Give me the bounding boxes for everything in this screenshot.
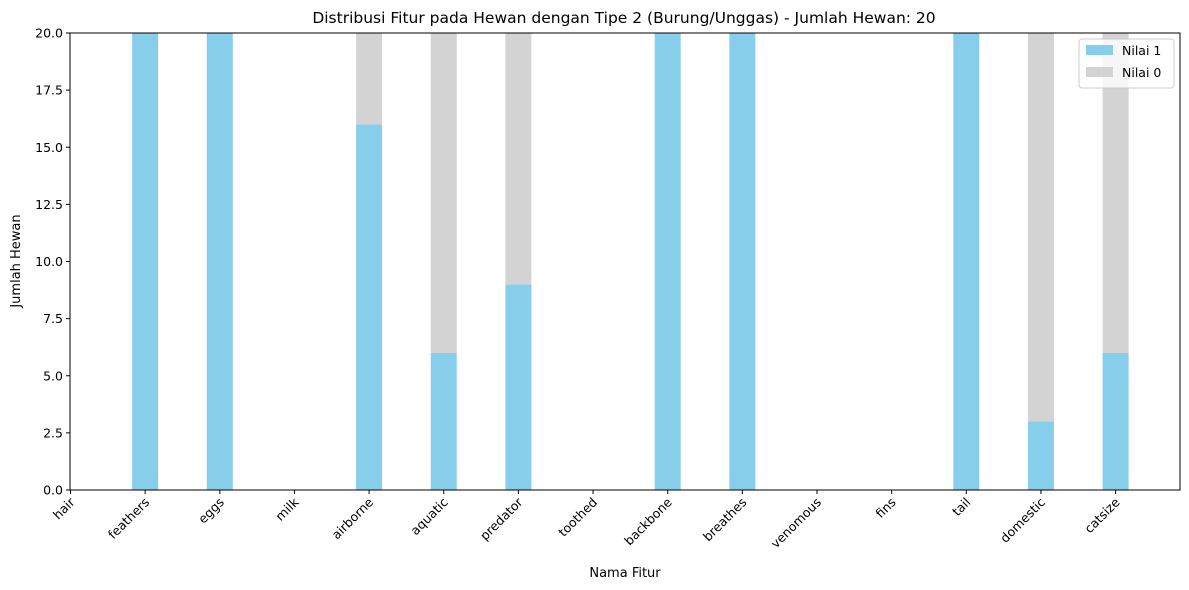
bars-group xyxy=(132,33,1129,491)
x-axis-ticks: hair feathers eggs milk airborne aquatic preda… xyxy=(50,490,1123,551)
y-tick-label: 10.0 xyxy=(35,254,63,269)
bar-nilai-1-catsize xyxy=(1102,352,1129,490)
y-axis-ticks: 0.0 2.5 5.0 7.5 10.0 12.5 15.0 17.5 20.0 xyxy=(35,26,70,498)
x-tick-label-hair: hair xyxy=(50,494,78,522)
x-tick-label-backbone: backbone xyxy=(621,494,675,548)
x-tick-label-milk: milk xyxy=(272,494,302,524)
bar-nilai-1-domestic xyxy=(1027,421,1054,490)
y-tick-label: 15.0 xyxy=(35,140,63,155)
legend: Nilai 1 Nilai 0 xyxy=(1078,38,1175,89)
legend-swatch-nilai-1 xyxy=(1086,45,1113,55)
y-axis-label: Jumlah Hewan xyxy=(9,214,24,308)
bar-nilai-1-predator xyxy=(505,284,532,490)
x-tick-label-airborne: airborne xyxy=(329,494,377,542)
x-tick-label-venomous: venomous xyxy=(768,495,825,552)
bar-nilai-1-tail xyxy=(953,33,980,490)
x-tick-label-breathes: breathes xyxy=(700,495,750,545)
bar-nilai-0-aquatic xyxy=(430,33,457,353)
y-tick-label: 2.5 xyxy=(43,425,63,440)
bar-nilai-1-feathers xyxy=(132,33,159,490)
bar-nilai-1-airborne xyxy=(356,124,383,491)
x-axis-label: Nama Fitur xyxy=(589,566,661,581)
x-tick-label-domestic: domestic xyxy=(997,494,1048,545)
bar-nilai-1-backbone xyxy=(654,33,681,490)
legend-swatch-nilai-0 xyxy=(1086,67,1113,77)
x-tick-label-aquatic: aquatic xyxy=(407,494,451,538)
y-tick-label: 7.5 xyxy=(43,311,63,326)
chart-title: Distribusi Fitur pada Hewan dengan Tipe … xyxy=(312,9,935,27)
plot-frame xyxy=(69,32,1181,491)
bar-nilai-0-domestic xyxy=(1027,33,1054,422)
bar-nilai-1-eggs xyxy=(206,33,233,490)
x-tick-label-catsize: catsize xyxy=(1081,494,1123,536)
x-tick-label-predator: predator xyxy=(477,494,526,543)
bar-nilai-1-aquatic xyxy=(430,352,457,490)
y-tick-label: 20.0 xyxy=(35,26,63,41)
x-tick-label-feathers: feathers xyxy=(105,495,152,542)
x-tick-label-fins: fins xyxy=(872,495,898,521)
bar-nilai-0-airborne xyxy=(356,33,383,125)
bar-nilai-0-predator xyxy=(505,33,532,285)
y-tick-label: 12.5 xyxy=(35,197,63,212)
legend-label-nilai-1: Nilai 1 xyxy=(1122,43,1161,58)
y-tick-label: 0.0 xyxy=(43,483,63,498)
x-tick-label-eggs: eggs xyxy=(195,495,227,527)
x-tick-label-tail: tail xyxy=(949,495,973,519)
bar-nilai-1-breathes xyxy=(729,33,756,490)
x-tick-label-toothed: toothed xyxy=(555,495,600,540)
y-tick-label: 5.0 xyxy=(43,368,63,383)
legend-label-nilai-0: Nilai 0 xyxy=(1122,65,1161,80)
y-tick-label: 17.5 xyxy=(35,83,63,98)
